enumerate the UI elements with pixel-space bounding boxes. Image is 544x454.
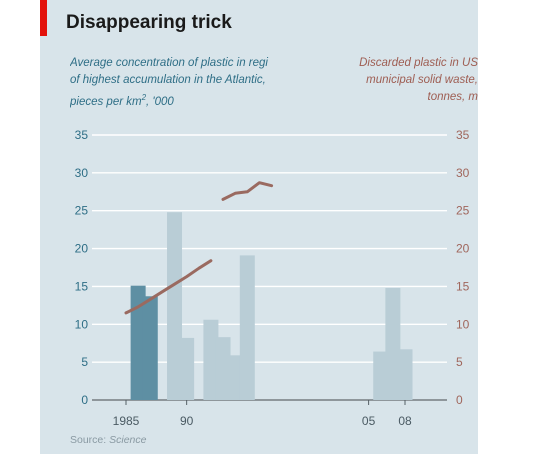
bar [397, 349, 413, 400]
right-subtitle-line-3: tonnes, m [427, 91, 479, 103]
bar [179, 337, 195, 400]
source-name: Science [109, 434, 147, 446]
right-tick-label: 25 [456, 204, 470, 218]
left-subtitle-unit: pieces per km [70, 95, 142, 108]
right-tick-label: 10 [456, 317, 470, 331]
bar [385, 287, 401, 400]
right-tick-label: 20 [456, 242, 470, 256]
brand-red-mark [40, 0, 47, 36]
bar [215, 337, 231, 400]
bar [142, 296, 158, 400]
left-tick-label: 20 [75, 242, 89, 256]
right-subtitle-line-1: Discarded plastic in US [359, 57, 478, 69]
source-label: Source: [70, 434, 107, 446]
right-tick-label: 35 [456, 128, 470, 142]
series-line [221, 181, 274, 201]
left-tick-label: 35 [75, 128, 89, 142]
left-tick-label: 15 [75, 279, 89, 293]
left-subtitle-unit-superscript: 2 [141, 93, 147, 102]
right-tick-label: 30 [456, 166, 470, 180]
right-subtitle-line-2: municipal solid waste, [366, 74, 478, 86]
bar [239, 255, 255, 400]
left-axis-subtitle: Average concentration of plastic in regi… [70, 55, 306, 111]
left-subtitle-line-2: of highest accumulation in the Atlantic, [70, 74, 266, 86]
x-tick-label: 1985 [113, 414, 140, 428]
left-subtitle-line-1: Average concentration of plastic in regi [70, 57, 268, 69]
bar [167, 212, 183, 400]
left-tick-label: 0 [81, 393, 88, 407]
series-line [124, 259, 213, 315]
bar [227, 355, 243, 400]
bar [373, 351, 389, 400]
x-tick-label: 90 [180, 414, 194, 428]
left-subtitle-unit-scale: , '000 [146, 95, 174, 108]
right-axis-subtitle: Discarded plastic in US municipal solid … [312, 55, 478, 111]
right-tick-label: 0 [456, 393, 463, 407]
left-tick-label: 25 [75, 204, 89, 218]
x-tick-label: 05 [362, 414, 376, 428]
bar [130, 285, 146, 400]
chart-title: Disappearing trick [66, 12, 232, 33]
right-tick-label: 5 [456, 355, 463, 369]
left-tick-label: 30 [75, 166, 89, 180]
left-subtitle-line-3: pieces per km2, '000 [70, 89, 306, 111]
source-note: Source: Science [70, 434, 146, 446]
right-tick-label: 15 [456, 279, 470, 293]
bar [203, 319, 219, 400]
x-tick-label: 08 [398, 414, 412, 428]
left-tick-label: 5 [81, 355, 88, 369]
left-tick-label: 10 [75, 317, 89, 331]
